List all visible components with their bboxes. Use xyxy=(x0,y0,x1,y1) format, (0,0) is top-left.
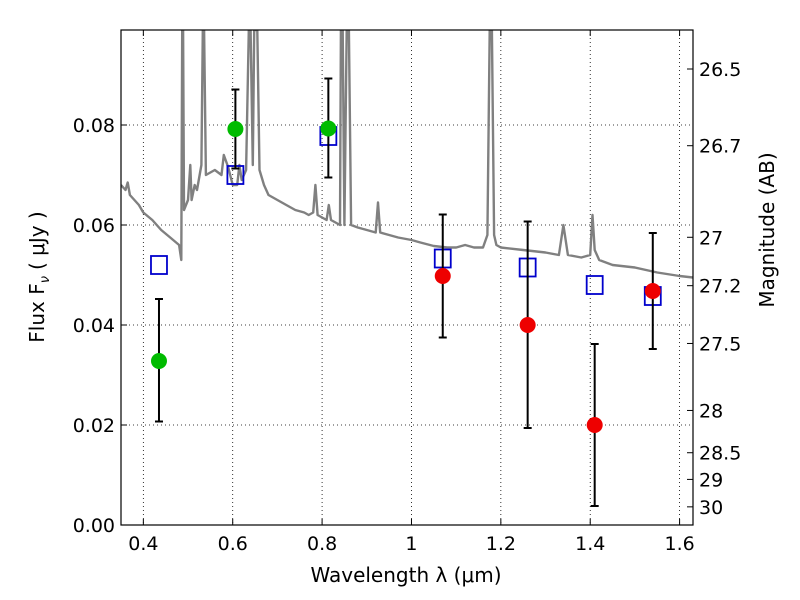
y-axis-label-main: Flux F xyxy=(25,283,49,342)
flux-measurement-point xyxy=(644,283,661,299)
x-tick-label: 1.4 xyxy=(575,533,605,555)
flux-measurement-point xyxy=(227,121,244,137)
y-axis-label-unit: ( μJy ) xyxy=(25,211,49,270)
y-tick-label: 0.00 xyxy=(73,515,115,537)
x-tick-label: 1 xyxy=(405,533,417,555)
axes: 0.4 0.6 0.8 1 1.2 1.4 1.6 0.00 0.02 0.04 0.06 0.08 2… xyxy=(73,29,741,555)
flux-measurement-point xyxy=(434,268,451,284)
flux-measurement-point xyxy=(320,120,337,137)
model-photometry-square xyxy=(150,255,168,275)
y-tick-label: 0.04 xyxy=(73,315,115,337)
flux-measurement-point xyxy=(150,353,167,369)
y-axis-label: Flux Fν ( μJy ) xyxy=(25,211,53,342)
x-axis-label: Wavelength λ (μm) xyxy=(310,563,501,587)
right-tick-label: 26.5 xyxy=(699,59,741,81)
model-photometry-square xyxy=(585,275,604,295)
right-tick-label: 29 xyxy=(699,469,723,491)
right-tick-label: 28.5 xyxy=(699,443,741,465)
right-tick-label: 30 xyxy=(699,497,723,519)
right-tick-label: 27 xyxy=(699,227,723,249)
y-axis-label-subscript: ν xyxy=(38,276,53,283)
flux-measurement-point xyxy=(519,317,536,333)
svg-text:Flux Fν( μJy ): Flux Fν ( μJy ) xyxy=(25,211,53,342)
y-tick-label: 0.02 xyxy=(73,415,115,437)
x-tick-label: 0.6 xyxy=(218,533,248,555)
x-tick-label: 1.6 xyxy=(664,533,694,555)
plot-frame xyxy=(120,29,694,526)
right-tick-label: 26.7 xyxy=(699,136,741,158)
x-tick-label: 0.4 xyxy=(128,533,158,555)
right-axis-label: Magnitude (AB) xyxy=(755,152,779,307)
right-tick-label: 27.2 xyxy=(699,276,741,298)
right-tick-label: 28 xyxy=(699,400,723,422)
right-tick-label: 27.5 xyxy=(699,333,741,355)
plot-area xyxy=(121,30,693,507)
x-tick-label: 1.2 xyxy=(486,533,516,555)
y-tick-label: 0.06 xyxy=(73,215,115,237)
model-sed-line xyxy=(121,30,693,279)
y-tick-label: 0.08 xyxy=(73,115,115,137)
flux-measurement-point xyxy=(586,417,603,433)
x-tick-label: 0.8 xyxy=(307,533,337,555)
